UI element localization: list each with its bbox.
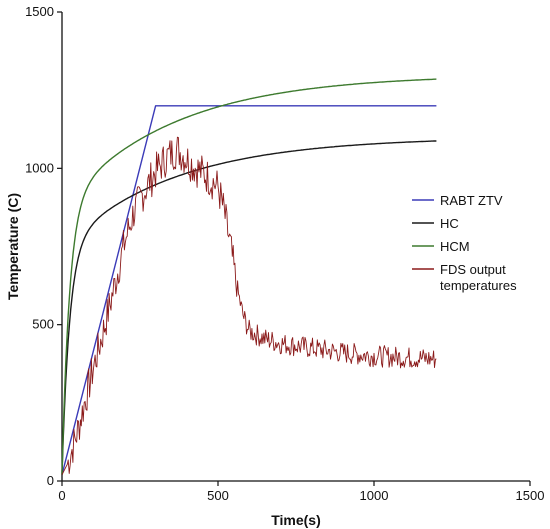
legend: RABT ZTV HC HCM FDS output temperatures <box>412 193 517 293</box>
legend-item: FDS output temperatures <box>412 262 517 293</box>
legend-label: FDS output temperatures <box>440 262 517 293</box>
y-tick-label: 0 <box>47 473 54 488</box>
x-ticks: 0 500 1000 1500 <box>58 481 544 503</box>
legend-label: HCM <box>440 239 470 254</box>
y-tick-label: 500 <box>32 317 54 332</box>
series-lines <box>61 78 437 475</box>
y-axis-title: Temperature (C) <box>5 193 21 300</box>
series-line-hc <box>61 140 437 475</box>
x-axis-title: Time(s) <box>271 512 321 528</box>
y-ticks: 0 500 1000 1500 <box>25 4 62 488</box>
legend-item: HCM <box>412 239 470 254</box>
legend-item: RABT ZTV <box>412 193 503 208</box>
y-tick-label: 1000 <box>25 160 54 175</box>
legend-label: HC <box>440 216 459 231</box>
legend-label: RABT ZTV <box>440 193 503 208</box>
series-line-fds-output-temperatures <box>61 136 437 475</box>
x-tick-label: 1000 <box>360 488 389 503</box>
x-tick-label: 500 <box>207 488 229 503</box>
series-line-hcm <box>61 78 437 475</box>
x-tick-label: 0 <box>58 488 65 503</box>
x-tick-label: 1500 <box>516 488 545 503</box>
plot-area: 0 500 1000 1500 0 500 1000 1500 <box>25 4 544 503</box>
legend-item: HC <box>412 216 459 231</box>
y-tick-label: 1500 <box>25 4 54 19</box>
series-line-rabt-ztv <box>61 105 437 475</box>
